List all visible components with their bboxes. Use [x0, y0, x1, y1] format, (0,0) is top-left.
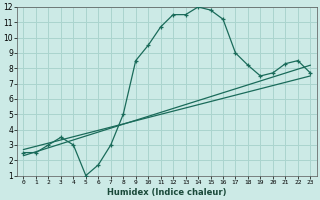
X-axis label: Humidex (Indice chaleur): Humidex (Indice chaleur) [107, 188, 227, 197]
